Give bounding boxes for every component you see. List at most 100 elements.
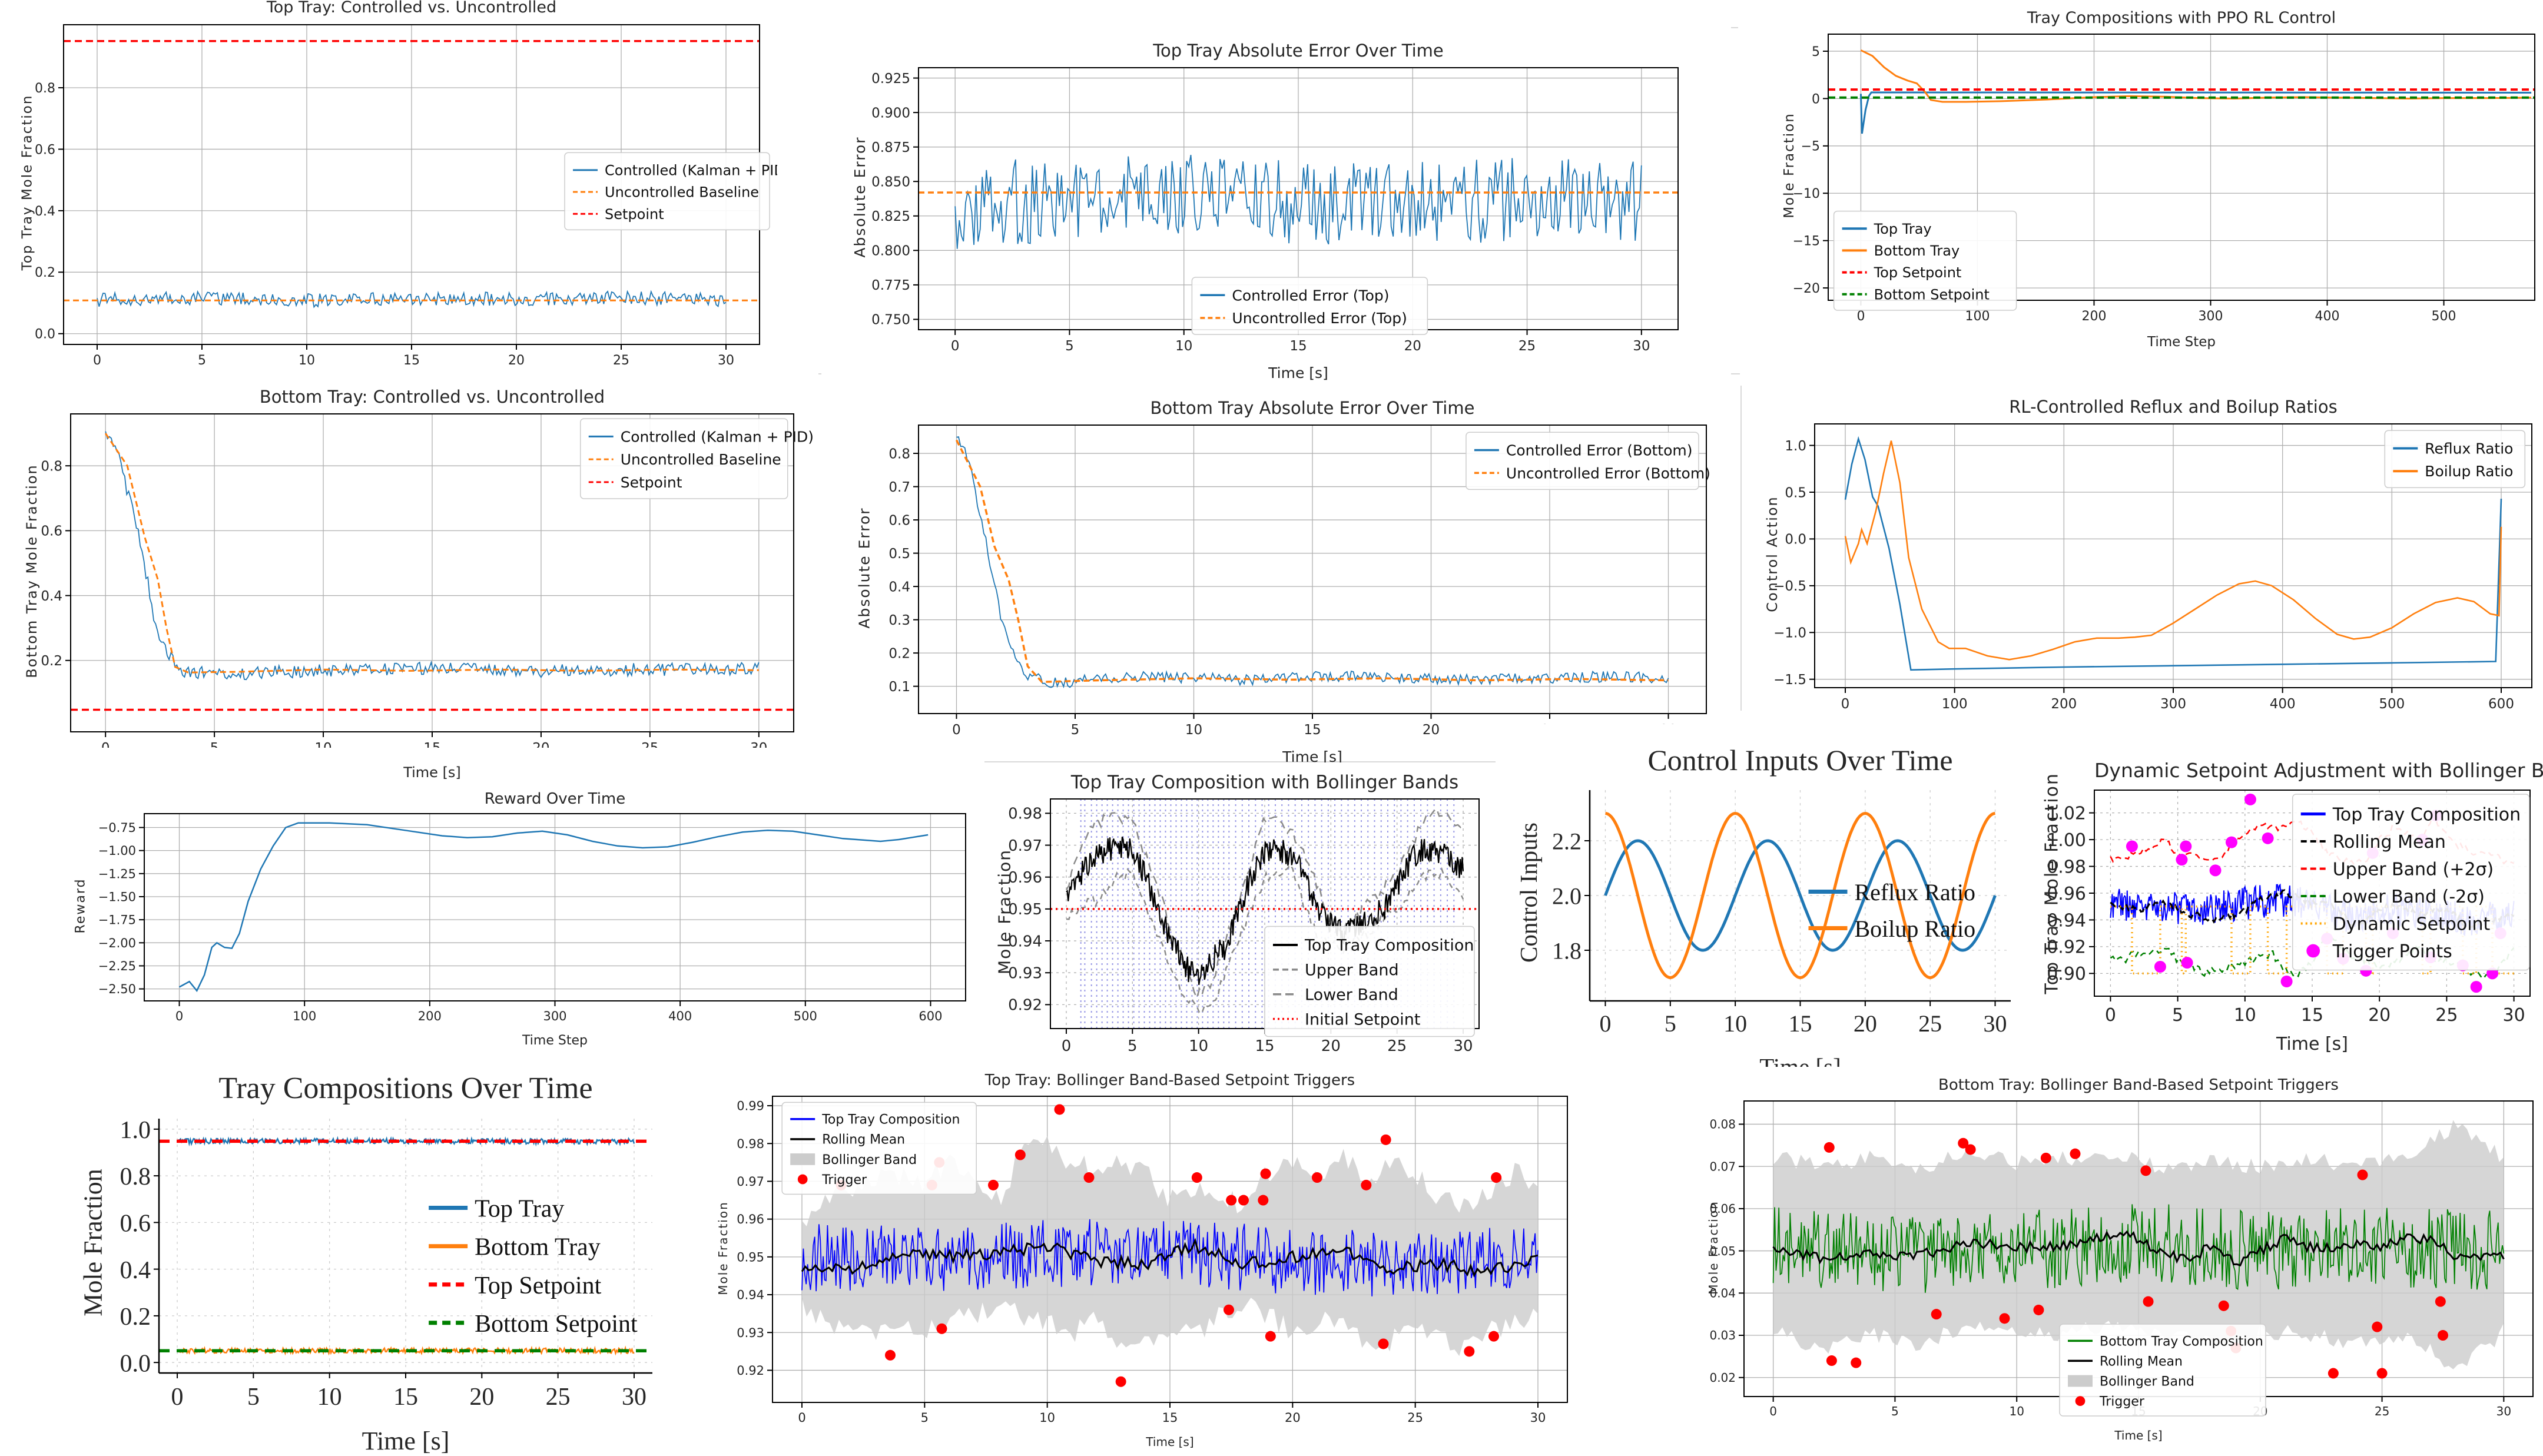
svg-text:0.2: 0.2 <box>41 654 62 669</box>
svg-text:0.0: 0.0 <box>35 327 55 342</box>
chart-panel-reward: 0 100 200 300 400 500 600 −0.75 −1.00 −1.25 −1.50 −… <box>35 783 977 1057</box>
chart-title: Control Inputs Over Time <box>1647 744 1953 777</box>
chart-xlabel: Time Step <box>522 1033 588 1048</box>
svg-text:Initial Setpoint: Initial Setpoint <box>1305 1010 1421 1029</box>
svg-text:20: 20 <box>508 353 525 368</box>
panel-divider <box>984 761 1496 762</box>
svg-text:−2.50: −2.50 <box>98 982 136 996</box>
svg-text:0.94: 0.94 <box>1008 933 1042 950</box>
svg-text:−5: −5 <box>1801 140 1820 154</box>
svg-text:0.94: 0.94 <box>2047 910 2086 931</box>
svg-text:0.08: 0.08 <box>1709 1117 1736 1132</box>
svg-text:−2.00: −2.00 <box>98 936 136 950</box>
svg-text:Lower Band (-2σ): Lower Band (-2σ) <box>2333 887 2485 907</box>
svg-text:Reflux Ratio: Reflux Ratio <box>2425 440 2513 457</box>
svg-text:Bottom Setpoint: Bottom Setpoint <box>475 1311 638 1338</box>
chart-ylabel: Top Tray Mole Fraction <box>2041 772 2063 994</box>
svg-text:0.92: 0.92 <box>1008 997 1042 1014</box>
svg-text:0.2: 0.2 <box>35 266 55 280</box>
chart-ylabel: Mole Fraction <box>716 1201 730 1295</box>
svg-text:10: 10 <box>1189 1037 1208 1055</box>
svg-text:0.6: 0.6 <box>35 142 55 157</box>
bottom-tray-controlled-plot: 0 5 10 15 20 25 30 0.2 0.4 0.6 0.8 Controlled (Kalm… <box>41 413 814 748</box>
svg-text:Uncontrolled Baseline: Uncontrolled Baseline <box>621 451 781 468</box>
svg-text:−2.25: −2.25 <box>98 959 136 973</box>
svg-text:0.2: 0.2 <box>888 646 910 661</box>
chart-panel-rl-reflux-boilup: 0 100 200 300 400 500 600 1.0 0.5 0.0 −0.5 −1.0 −1.5… <box>1743 389 2543 739</box>
svg-text:−1.00: −1.00 <box>98 844 136 858</box>
chart-title: Bottom Tray: Bollinger Band-Based Setpoi… <box>1938 1076 2339 1094</box>
svg-text:15: 15 <box>2301 1005 2323 1026</box>
svg-text:0.5: 0.5 <box>888 546 910 562</box>
svg-text:0.97: 0.97 <box>1008 837 1042 855</box>
svg-text:Uncontrolled Error (Bottom): Uncontrolled Error (Bottom) <box>1506 465 1710 482</box>
svg-text:10: 10 <box>299 353 315 368</box>
tray-compositions-plot: 0 5 10 15 20 25 30 0.0 0.2 0.4 0.6 0.8 1.0 Top Tray Bo… <box>120 1117 652 1411</box>
svg-text:0: 0 <box>175 1009 183 1023</box>
svg-text:0: 0 <box>1812 92 1820 107</box>
chart-panel-top-tray-abs-error: 0 5 10 15 20 25 30 0.750 0.775 0.800 0.825 0.850 0.8… <box>821 26 1731 382</box>
svg-text:5: 5 <box>1665 1010 1676 1037</box>
chart-xlabel: Time [s] <box>362 1427 450 1455</box>
chart-title: Top Tray: Controlled vs. Uncontrolled <box>266 0 557 16</box>
svg-text:−1.0: −1.0 <box>1773 626 1806 641</box>
svg-text:Setpoint: Setpoint <box>621 474 682 491</box>
chart-title: Tray Compositions with PPO RL Control <box>2027 9 2336 27</box>
svg-text:500: 500 <box>794 1009 817 1023</box>
svg-text:Dynamic Setpoint: Dynamic Setpoint <box>2333 914 2491 934</box>
chart-panel-bottom-tray-controlled: 0 5 10 15 20 25 30 0.2 0.4 0.6 0.8 Controlled (Kalm… <box>12 386 821 781</box>
svg-text:Trigger: Trigger <box>821 1173 867 1188</box>
svg-text:2.2: 2.2 <box>1552 828 1581 854</box>
svg-text:30: 30 <box>750 741 767 748</box>
svg-text:0.6: 0.6 <box>888 513 910 528</box>
svg-text:−1.75: −1.75 <box>98 913 136 927</box>
svg-text:−0.5: −0.5 <box>1773 579 1806 594</box>
svg-text:20: 20 <box>1854 1010 1877 1037</box>
chart-panel-top-tray-controlled: 0 5 10 15 20 25 30 0.0 0.2 0.4 0.6 0.8 Controlled (K… <box>12 0 777 371</box>
svg-text:300: 300 <box>2199 309 2223 324</box>
svg-text:0.750: 0.750 <box>871 313 910 328</box>
svg-text:0: 0 <box>171 1384 184 1411</box>
svg-text:0: 0 <box>798 1411 805 1425</box>
dynamic-setpoint-plot: 0 5 10 15 20 25 30 0.90 0.92 0.94 0.96 0.98 1.00 1.02… <box>2047 790 2531 1026</box>
chart-title: Top Tray Composition with Bollinger Band… <box>1070 772 1459 793</box>
svg-text:0.8: 0.8 <box>41 459 62 474</box>
svg-text:0.4: 0.4 <box>120 1257 151 1284</box>
svg-text:Rolling Mean: Rolling Mean <box>2333 832 2446 853</box>
chart-ylabel: Absolute Error <box>851 136 868 258</box>
svg-text:0.8: 0.8 <box>888 446 910 462</box>
svg-text:20: 20 <box>1404 339 1421 354</box>
svg-text:1.8: 1.8 <box>1552 937 1581 964</box>
svg-text:200: 200 <box>418 1009 442 1023</box>
chart-panel-top-tray-triggers: 0 5 10 15 20 25 30 0.92 0.93 0.94 0.95 0.96 0.97 0.98… <box>695 1060 1613 1449</box>
svg-text:30: 30 <box>1633 339 1650 354</box>
rl-reflux-boilup-plot: 0 100 200 300 400 500 600 1.0 0.5 0.0 −0.5 −1.0 −1.5… <box>1773 423 2532 712</box>
svg-text:0.03: 0.03 <box>1709 1328 1736 1342</box>
svg-text:25: 25 <box>2375 1404 2389 1418</box>
svg-text:Bollinger Band: Bollinger Band <box>822 1153 917 1168</box>
svg-text:15: 15 <box>403 353 420 368</box>
svg-text:400: 400 <box>2270 697 2296 712</box>
chart-title: Bottom Tray: Controlled vs. Uncontrolled <box>259 387 605 407</box>
chart-xlabel: Time [s] <box>403 764 461 781</box>
svg-text:Top Setpoint: Top Setpoint <box>1874 264 1962 281</box>
svg-text:0: 0 <box>1599 1010 1611 1037</box>
svg-text:1.02: 1.02 <box>2047 803 2086 824</box>
svg-text:−0.75: −0.75 <box>98 821 136 835</box>
svg-text:−1.5: −1.5 <box>1773 672 1806 688</box>
svg-text:300: 300 <box>2160 697 2186 712</box>
svg-text:10: 10 <box>2234 1005 2256 1026</box>
svg-text:0.92: 0.92 <box>737 1364 764 1378</box>
svg-text:0.4: 0.4 <box>35 204 55 219</box>
svg-text:200: 200 <box>2081 309 2106 324</box>
svg-text:0.98: 0.98 <box>1008 805 1042 823</box>
svg-text:0.4: 0.4 <box>41 589 62 604</box>
svg-text:5: 5 <box>921 1411 929 1425</box>
svg-text:0.98: 0.98 <box>737 1137 764 1151</box>
svg-text:5: 5 <box>1128 1037 1138 1055</box>
svg-text:30: 30 <box>622 1384 646 1411</box>
svg-text:Controlled Error (Top): Controlled Error (Top) <box>1232 287 1389 304</box>
chart-title: Tray Compositions Over Time <box>218 1072 593 1105</box>
chart-panel-dynamic-setpoint: 0 5 10 15 20 25 30 0.90 0.92 0.94 0.96 0.98 1.00 1.02… <box>2034 724 2543 1054</box>
